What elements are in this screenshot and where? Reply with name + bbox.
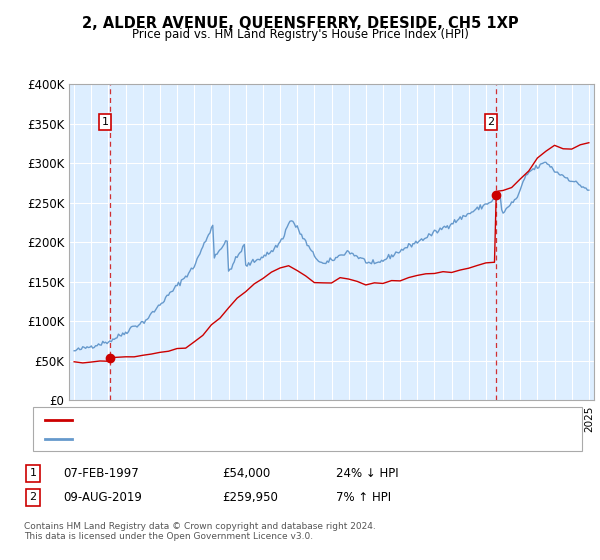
Text: 2, ALDER AVENUE, QUEENSFERRY, DEESIDE, CH5 1XP: 2, ALDER AVENUE, QUEENSFERRY, DEESIDE, C…	[82, 16, 518, 31]
Text: 2, ALDER AVENUE, QUEENSFERRY, DEESIDE, CH5 1XP (detached house): 2, ALDER AVENUE, QUEENSFERRY, DEESIDE, C…	[78, 415, 451, 425]
Text: £54,000: £54,000	[222, 466, 270, 480]
Text: 1: 1	[101, 117, 109, 127]
Text: 1: 1	[29, 468, 37, 478]
Text: Contains HM Land Registry data © Crown copyright and database right 2024.
This d: Contains HM Land Registry data © Crown c…	[24, 522, 376, 542]
Text: 2: 2	[29, 492, 37, 502]
Text: 7% ↑ HPI: 7% ↑ HPI	[336, 491, 391, 504]
Text: HPI: Average price, detached house, Flintshire: HPI: Average price, detached house, Flin…	[78, 433, 319, 444]
Text: 07-FEB-1997: 07-FEB-1997	[63, 466, 139, 480]
Text: 09-AUG-2019: 09-AUG-2019	[63, 491, 142, 504]
Text: 24% ↓ HPI: 24% ↓ HPI	[336, 466, 398, 480]
Text: Price paid vs. HM Land Registry's House Price Index (HPI): Price paid vs. HM Land Registry's House …	[131, 28, 469, 41]
Text: 2: 2	[487, 117, 494, 127]
Text: £259,950: £259,950	[222, 491, 278, 504]
